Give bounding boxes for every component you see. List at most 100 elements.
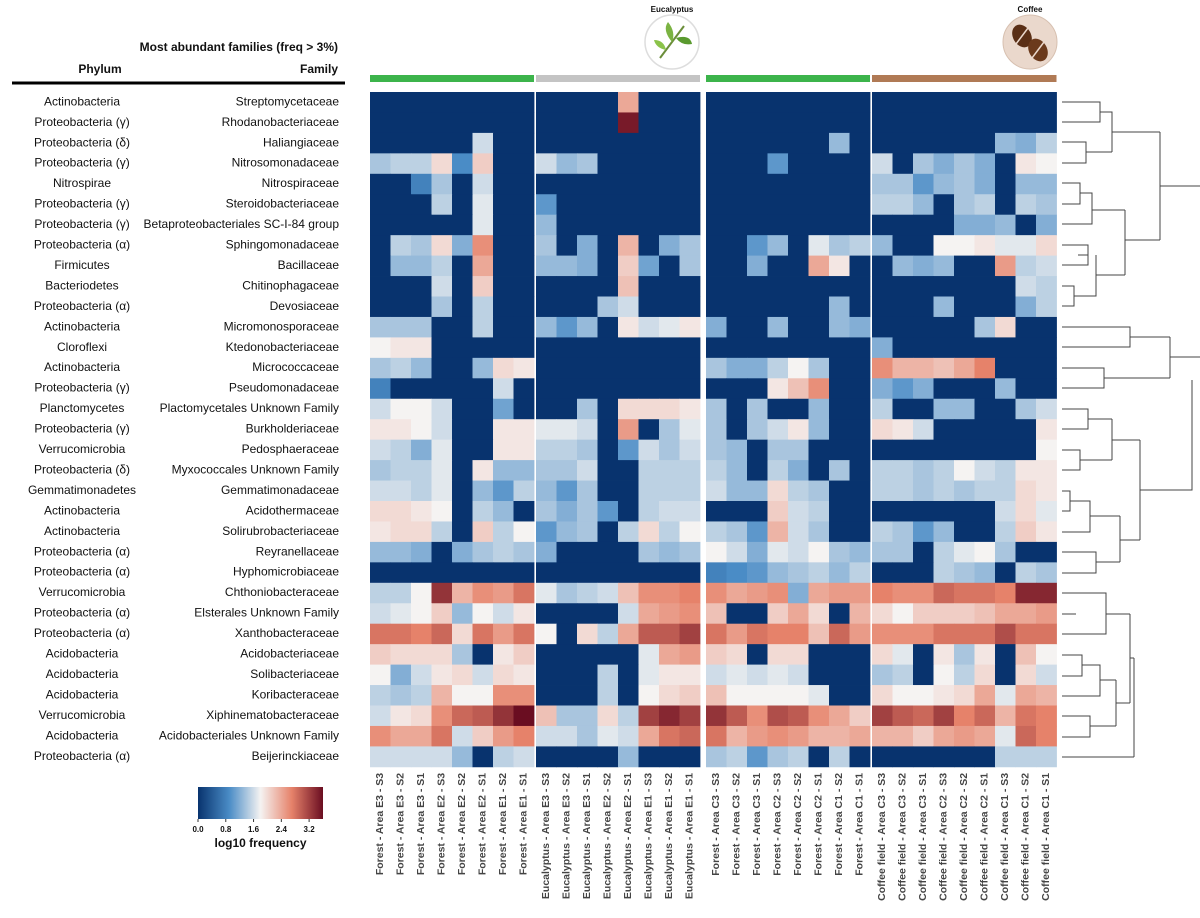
heatmap-cell [370, 685, 391, 706]
heatmap-cell [726, 337, 748, 359]
heatmap-cell [597, 398, 619, 420]
heatmap-cell [411, 439, 432, 461]
heatmap-cell [892, 173, 914, 195]
heatmap-cell [933, 255, 955, 277]
heatmap-cell [556, 337, 578, 359]
heatmap-cell [431, 419, 453, 441]
heatmap-cell [493, 623, 514, 645]
heatmap-cell [577, 214, 598, 236]
heatmap-cell [933, 132, 955, 154]
heatmap-cell [892, 235, 914, 256]
heatmap-cell [1036, 439, 1057, 461]
heatmap-cell [556, 357, 578, 379]
heatmap-cell [808, 398, 830, 420]
heatmap-cell [872, 705, 893, 727]
heatmap-cell [536, 255, 557, 277]
colorbar-tick-label: 2.4 [276, 825, 288, 834]
column-label: Coffee field - Area C2 - S3 [938, 773, 950, 901]
heatmap-cell [513, 562, 535, 584]
heatmap-cell [638, 378, 660, 400]
heatmap-cells [370, 92, 1057, 768]
column-label: Coffee field - Area C2 - S2 [958, 773, 970, 901]
heatmap-cell [954, 460, 975, 481]
heatmap-cell [431, 398, 453, 420]
heatmap-cell [370, 132, 391, 154]
heatmap-cell [995, 194, 1016, 216]
heatmap-cell [370, 194, 391, 216]
family-label: Micromonosporaceae [224, 319, 340, 333]
heatmap-cell [513, 501, 535, 522]
heatmap-cell [747, 276, 768, 297]
phylum-label: Actinobacteria [44, 319, 120, 333]
family-label: Chthoniobacteraceae [225, 585, 339, 599]
heatmap-cell [788, 357, 809, 379]
heatmap-cell [726, 276, 748, 297]
phylum-label: Actinobacteria [44, 524, 120, 538]
heatmap-cell [411, 521, 432, 543]
heatmap-cell [726, 357, 748, 379]
heatmap-cell [536, 419, 557, 441]
heatmap-cell [892, 316, 914, 338]
heatmap-cell [659, 460, 680, 481]
heatmap-cell [767, 357, 789, 379]
heatmap-cell [390, 541, 412, 563]
heatmap-cell [390, 644, 412, 665]
heatmap-cell [747, 746, 768, 768]
heatmap-cell [706, 419, 727, 441]
heatmap-cell [472, 685, 494, 706]
heatmap-cell [513, 725, 535, 747]
heatmap-cell [1015, 746, 1037, 768]
heatmap-cell [872, 685, 893, 706]
heatmap-cell [577, 357, 598, 379]
heatmap-cell [638, 132, 660, 154]
column-label: Forest - Area E1 - S1 [518, 773, 530, 875]
heatmap-cell [913, 603, 934, 625]
heatmap-cell [954, 746, 975, 768]
heatmap-cell [597, 132, 619, 154]
heatmap-cell [747, 173, 768, 195]
heatmap-cell [726, 705, 748, 727]
heatmap-cell [659, 112, 680, 134]
heatmap-cell [829, 746, 850, 768]
heatmap-cell [370, 603, 391, 625]
heatmap-cell [659, 132, 680, 154]
heatmap-cell [892, 603, 914, 625]
heatmap-cell [536, 501, 557, 522]
heatmap-cell [829, 705, 850, 727]
heatmap-cell [536, 685, 557, 706]
heatmap-cell [849, 296, 871, 318]
heatmap-cell [431, 439, 453, 461]
heatmap-cell [659, 194, 680, 216]
heatmap-cell [849, 214, 871, 236]
family-label: Devosiaceae [270, 299, 340, 313]
heatmap-cell [808, 521, 830, 543]
heatmap-cell [390, 480, 412, 502]
heatmap-cell [638, 337, 660, 359]
heatmap-cell [638, 173, 660, 195]
heatmap-cell [913, 705, 934, 727]
heatmap-cell [597, 460, 619, 481]
heatmap-cell [411, 746, 432, 768]
heatmap-cell [747, 337, 768, 359]
heatmap-cell [849, 112, 871, 134]
column-label: Eucalyptus - Area E2 - S1 [622, 773, 634, 899]
heatmap-cell [370, 316, 391, 338]
heatmap-cell [411, 92, 432, 113]
heatmap-cell [513, 664, 535, 686]
heatmap-cell [577, 480, 598, 502]
heatmap-cell [577, 378, 598, 400]
heatmap-cell [954, 398, 975, 420]
heatmap-cell [597, 685, 619, 706]
heatmap-cell [1036, 480, 1057, 502]
heatmap-cell [659, 378, 680, 400]
heatmap-cell [390, 685, 412, 706]
heatmap-cell [577, 398, 598, 420]
heatmap-cell [536, 664, 557, 686]
heatmap-cell [618, 153, 639, 175]
heatmap-cell [808, 603, 830, 625]
heatmap-cell [597, 582, 619, 604]
heatmap-cell [726, 541, 748, 563]
heatmap-cell [411, 541, 432, 563]
heatmap-cell [974, 357, 996, 379]
heatmap-cell [493, 725, 514, 747]
